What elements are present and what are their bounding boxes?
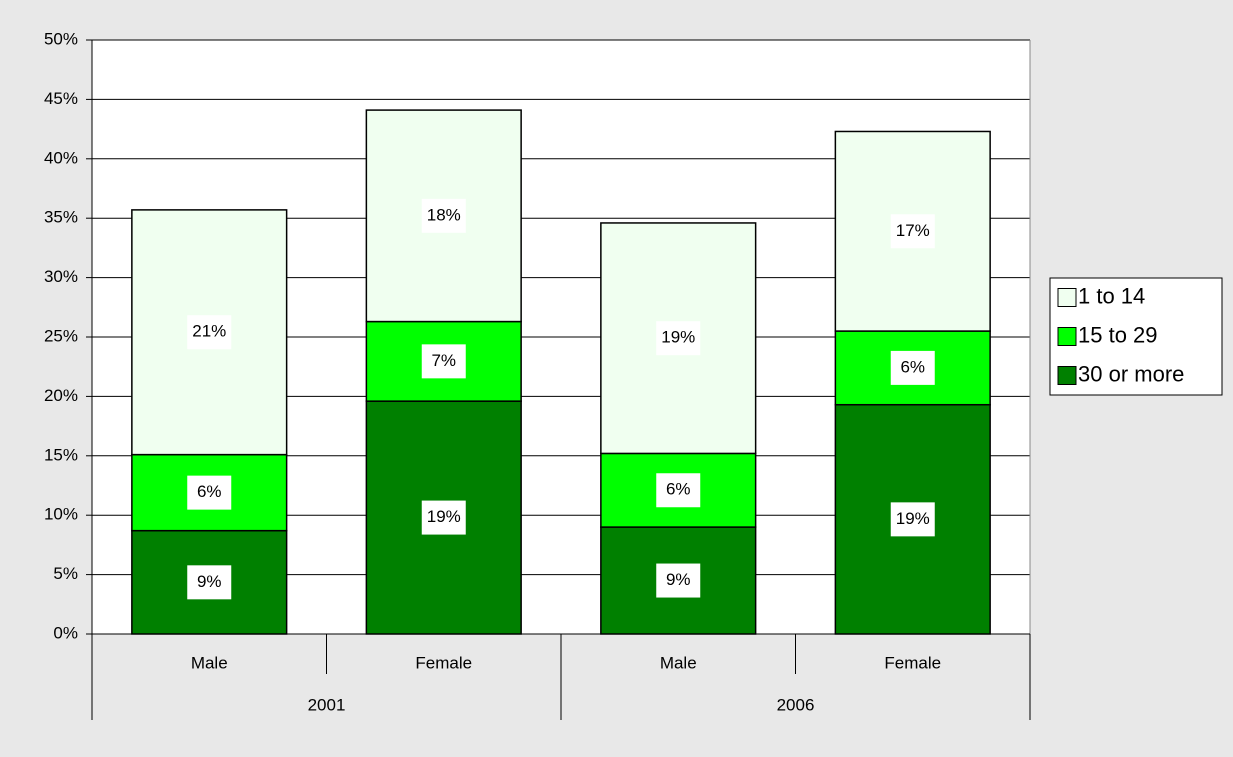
legend-label: 15 to 29	[1078, 322, 1158, 347]
y-tick-label: 40%	[44, 148, 78, 167]
legend-swatch	[1057, 366, 1077, 385]
y-tick-label: 0%	[53, 623, 78, 642]
value-label: 9%	[197, 572, 222, 591]
value-label: 6%	[900, 357, 925, 376]
x-tick-label: Female	[415, 653, 472, 672]
value-label: 7%	[431, 351, 456, 370]
value-label: 19%	[896, 509, 930, 528]
legend-swatch	[1057, 288, 1077, 307]
value-label: 18%	[427, 205, 461, 224]
value-label-box	[656, 563, 701, 598]
y-tick-label: 35%	[44, 208, 78, 227]
y-tick-label: 20%	[44, 386, 78, 405]
legend-label: 30 or more	[1078, 361, 1184, 386]
legend-box	[1049, 277, 1223, 396]
y-tick-label: 45%	[44, 89, 78, 108]
y-tick-label: 5%	[53, 564, 78, 583]
value-label-box	[890, 502, 935, 537]
legend-swatch	[1057, 327, 1077, 346]
value-label-box	[421, 500, 466, 535]
value-label-box	[187, 315, 232, 350]
x-tick-label: Male	[191, 653, 228, 672]
y-tick-label: 30%	[44, 267, 78, 286]
x-tick-label: Male	[660, 653, 697, 672]
value-label-box	[421, 198, 466, 233]
value-label-box	[187, 475, 232, 510]
value-label-box	[656, 473, 701, 508]
y-tick-label: 50%	[44, 29, 78, 48]
value-label: 6%	[197, 482, 222, 501]
value-label-box	[890, 350, 935, 385]
y-tick-label: 10%	[44, 505, 78, 524]
x-tick-label: Female	[884, 653, 941, 672]
y-tick-label: 15%	[44, 445, 78, 464]
value-label-box	[656, 321, 701, 356]
value-label: 6%	[666, 480, 691, 499]
legend-label: 1 to 14	[1078, 283, 1145, 308]
group-label: 2001	[308, 695, 346, 714]
value-label: 21%	[192, 322, 226, 341]
group-label: 2006	[777, 695, 815, 714]
value-label: 17%	[896, 221, 930, 240]
value-label: 19%	[427, 507, 461, 526]
value-label-box	[890, 214, 935, 249]
value-label-box	[187, 565, 232, 600]
value-label: 19%	[661, 328, 695, 347]
value-label-box	[421, 344, 466, 379]
value-label: 9%	[666, 570, 691, 589]
y-tick-label: 25%	[44, 326, 78, 345]
